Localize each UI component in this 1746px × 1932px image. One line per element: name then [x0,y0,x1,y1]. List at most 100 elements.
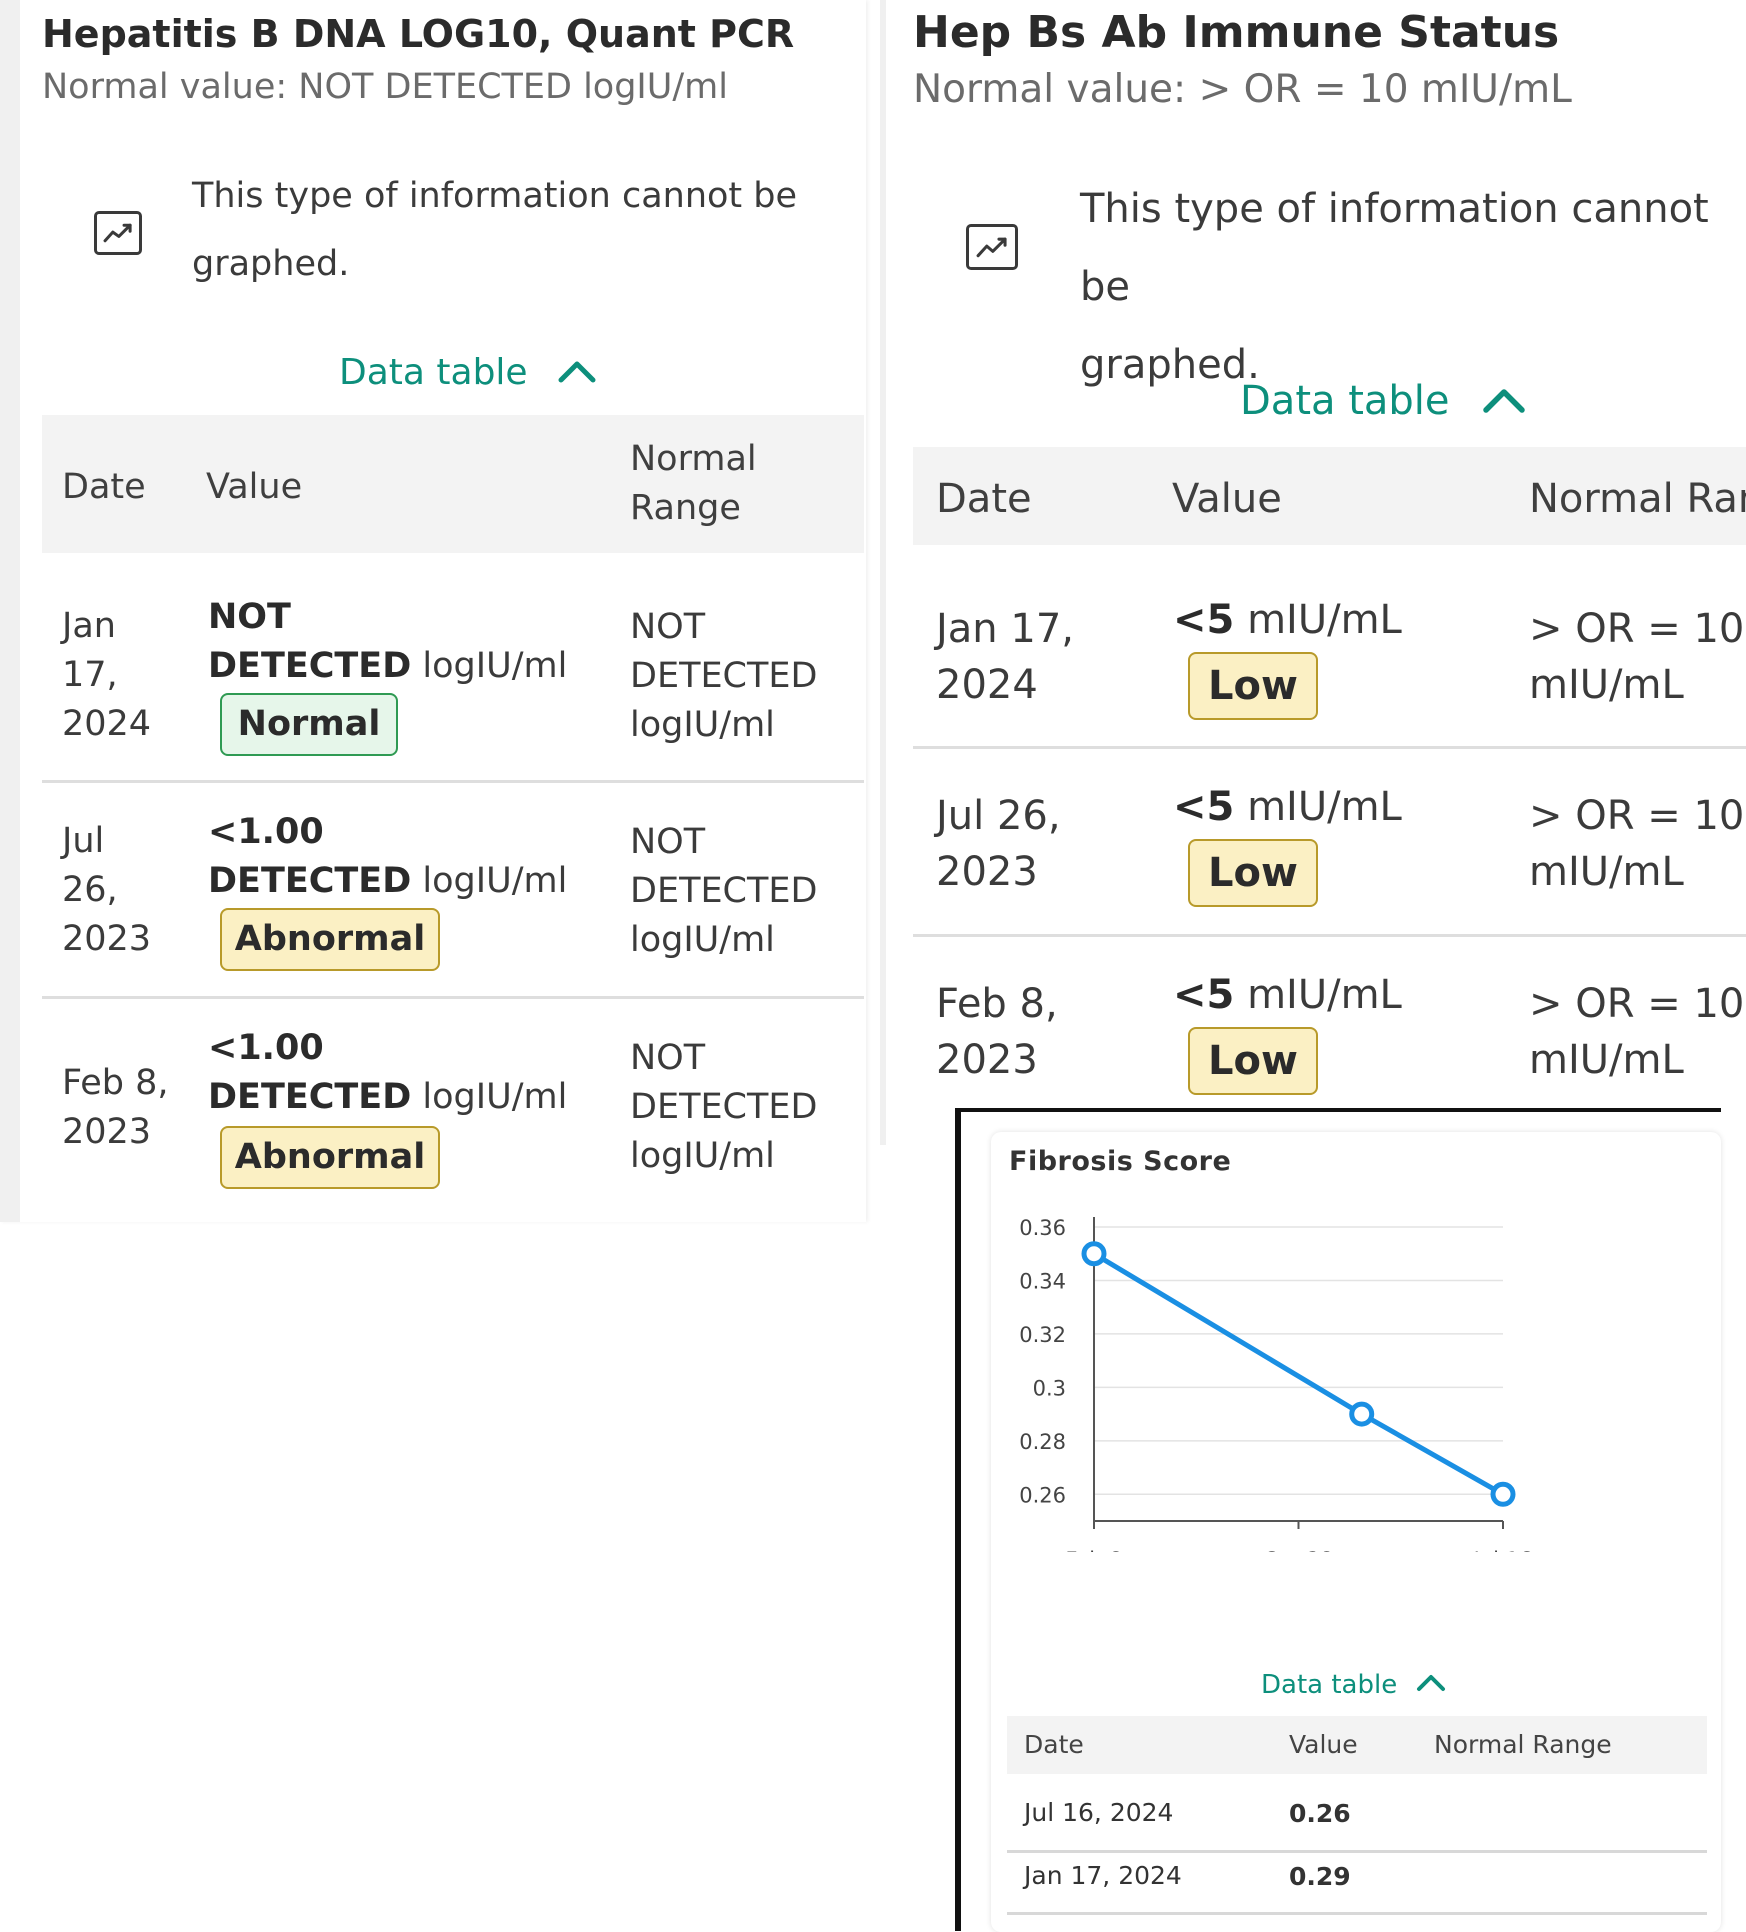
date-line: Feb 8, [62,1063,169,1103]
row-value: <5 mIU/mL [1173,779,1402,835]
data-point [1081,1241,1107,1267]
y-tick-label: 0.3 [1033,1376,1066,1400]
date-line: 2023 [62,919,152,959]
row-date: Jan 17, 2024 [936,601,1074,713]
row-date: Jul 26, 2023 [936,788,1061,900]
column-header-value: Value [1289,1730,1358,1759]
row-normal-range: > OR = 10 mIU/mL [1529,976,1744,1088]
column-header-normal-range: Normal Range [630,435,757,533]
row-normal-range: > OR = 10 mIU/mL [1529,601,1744,713]
column-header-date: Date [936,476,1032,522]
date-line: 2024 [936,662,1038,708]
hbv-dna-card: Hepatitis B DNA LOG10, Quant PCR Normal … [0,0,866,1222]
column-header-normal-range: Normal Ran [1529,476,1746,522]
chart-title: Fibrosis Score [1009,1146,1232,1177]
row-value: <1.00 DETECTED logIU/ml [208,1024,567,1122]
fibrosis-card: Fibrosis Score 0.36 0.34 0.32 0.3 0.28 0.26 Fe… [991,1132,1721,1932]
row-date: Feb 8, 2023 [936,976,1058,1088]
x-tick-label: Feb 8 [1065,1548,1122,1552]
range-line: logIU/ml [630,920,775,960]
series-line [1092,1251,1505,1497]
no-graph-line: graphed. [1080,342,1260,388]
no-graph-line: This type of information cannot be [192,176,798,216]
header-line: Range [630,488,741,528]
row-date: Jan 17, 2024 [1024,1861,1182,1890]
unit-text: logIU/ml [422,646,568,686]
status-badge: Abnormal [220,908,440,971]
range-line: logIU/ml [630,705,775,745]
row-divider [913,746,1746,749]
normal-value-text: Normal value: NOT DETECTED logIU/ml [42,67,728,107]
range-line: > OR = 10 [1529,981,1745,1027]
date-line: Jul [62,821,105,861]
unit-text: logIU/ml [422,1077,568,1117]
range-line: logIU/ml [630,1136,775,1176]
row-date: Jul 16, 2024 [1024,1798,1174,1827]
y-tick-label: 0.28 [1019,1430,1066,1454]
y-tick-label: 0.26 [1019,1483,1066,1507]
row-date: Jan 17, 2024 [62,602,151,749]
value-line: <1.00 [208,1028,324,1068]
fibrosis-line-chart: 0.360.340.320.30.280.26Feb 82023Oct 2820… [1019,1216,1533,1552]
value-line: <1.00 [208,812,324,852]
date-line: 2023 [936,1037,1038,1083]
row-value: <1.00 DETECTED logIU/ml [208,808,567,906]
no-graph-message: This type of information cannot be graph… [1080,170,1746,404]
row-normal-range: > OR = 10 mIU/mL [1529,788,1744,900]
unit-text: mIU/mL [1247,597,1402,643]
column-header-date: Date [62,467,146,507]
status-badge: Normal [220,693,398,756]
table-header [42,415,864,553]
row-divider [42,996,864,999]
status-badge: Low [1188,1027,1318,1095]
row-date: Feb 8, 2023 [62,1059,169,1157]
chevron-up-icon [1482,380,1526,426]
data-table-toggle[interactable]: Data table [339,352,597,395]
data-table-toggle-label: Data table [1261,1670,1398,1700]
value-text: <5 [1173,597,1235,643]
status-badge: Low [1188,652,1318,720]
data-table-toggle[interactable]: Data table [1261,1670,1447,1701]
row-divider [1007,1912,1707,1915]
chevron-up-icon [557,354,597,395]
data-table-toggle[interactable]: Data table [1240,378,1526,426]
range-line: DETECTED [630,1087,818,1127]
range-line: NOT [630,1038,706,1078]
y-tick-label: 0.32 [1019,1323,1066,1347]
table-header [913,447,1746,545]
date-line: 2023 [936,849,1038,895]
x-tick-label: Oct 28 [1264,1548,1334,1552]
date-line: Jan [62,606,116,646]
x-tick-label: Jul 16 [1472,1548,1533,1552]
value-line: DETECTED logIU/ml [208,1073,567,1122]
status-badge: Abnormal [220,1126,440,1189]
value-line: NOT [208,597,291,637]
chart-line-icon [94,211,142,255]
data-point [1490,1481,1516,1507]
row-divider [913,934,1746,937]
range-line: NOT [630,822,706,862]
range-line: mIU/mL [1529,1037,1684,1083]
row-date: Jul 26, 2023 [62,817,151,964]
y-tick-label: 0.36 [1019,1216,1066,1240]
no-graph-line: This type of information cannot be [1080,186,1709,310]
value-text: <5 [1173,784,1235,830]
row-normal-range: NOT DETECTED logIU/ml [630,603,817,750]
header-line: Normal [630,439,757,479]
value-text: DETECTED [208,1077,412,1117]
row-value: <5 mIU/mL [1173,967,1402,1023]
no-graph-message: This type of information cannot be graph… [192,162,797,299]
date-line: Feb 8, [936,981,1058,1027]
range-line: NOT [630,607,706,647]
column-header-value: Value [1172,476,1282,522]
date-line: 17, [62,655,118,695]
chart-line-icon [966,224,1018,270]
card-title: Hep Bs Ab Immune Status [913,7,1560,58]
unit-text: mIU/mL [1247,972,1402,1018]
row-normal-range: NOT DETECTED logIU/ml [630,1034,817,1181]
range-line: > OR = 10 [1529,606,1745,652]
value-line: DETECTED logIU/ml [208,642,567,691]
unit-text: logIU/ml [422,861,568,901]
data-point [1349,1401,1375,1427]
row-divider [1007,1850,1707,1853]
